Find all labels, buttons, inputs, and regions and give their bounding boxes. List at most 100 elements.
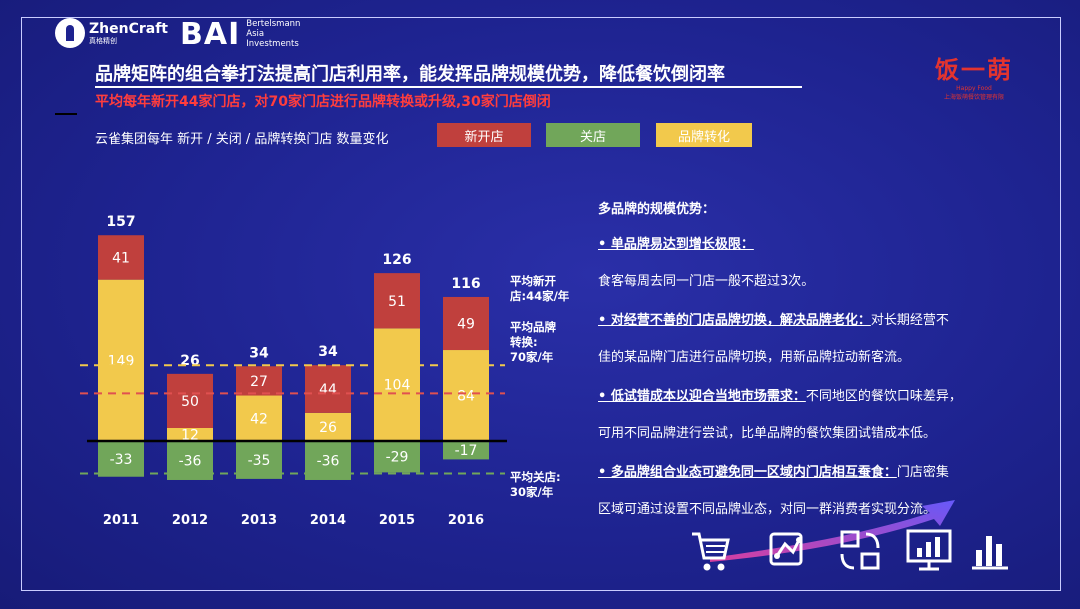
legend-title: 云雀集团每年 新开 / 关闭 / 品牌转换门店 数量变化 bbox=[95, 132, 389, 147]
bar-conversion-2011 bbox=[98, 279, 144, 441]
advantage-1-title: • 单品牌易达到增长极限： bbox=[598, 237, 754, 252]
label-closed-2016: -17 bbox=[455, 443, 478, 459]
bai-line1: Bertelsmann bbox=[246, 19, 301, 30]
label-new-2016: 49 bbox=[457, 316, 475, 332]
label-closed-2011: -33 bbox=[110, 452, 133, 468]
ref-label-new-line2: 店:44家/年 bbox=[510, 289, 570, 303]
advantage-2-rest: 对长期经营不 bbox=[870, 313, 949, 328]
label-new-2011: 41 bbox=[112, 250, 130, 266]
transfer-icon bbox=[840, 530, 880, 570]
ref-label-closed-line2: 30家/年 bbox=[510, 485, 554, 499]
ref-label-closed-line1: 平均关店: bbox=[510, 470, 561, 484]
tick-label-2015: 2015 bbox=[379, 513, 415, 528]
bar-closed-2011 bbox=[98, 441, 144, 477]
bai-line3: Investments bbox=[246, 38, 299, 49]
legend-closed-store-label: 关店 bbox=[579, 129, 606, 145]
divider bbox=[55, 113, 77, 115]
advantage-4-cont: 区域可通过设置不同品牌业态，对同一群消费者实现分流。 bbox=[598, 502, 937, 517]
label-closed-2013: -35 bbox=[248, 453, 271, 469]
label-total-2015: 126 bbox=[382, 252, 411, 268]
growth-arrow-icon bbox=[710, 500, 955, 562]
ref-label-closed: 平均关店: 30家/年 bbox=[510, 470, 561, 500]
page-subtitle: 平均每年新开44家门店，对70家门店进行品牌转换或升级,30家门店倒闭 bbox=[95, 94, 551, 110]
advantage-3-rest: 不同地区的餐饮口味差异， bbox=[805, 389, 962, 404]
bar-closed-2014 bbox=[305, 441, 351, 480]
monitor-chart-icon bbox=[906, 529, 952, 571]
bar-conversion-2015 bbox=[374, 328, 420, 441]
bar-new-2016 bbox=[443, 296, 489, 351]
label-total-2016: 116 bbox=[451, 276, 480, 292]
label-conversion-2012: 12 bbox=[181, 428, 199, 444]
fanmeng-sub2: 上海饭萌餐饮管理有限 bbox=[943, 94, 1004, 101]
bar-closed-2012 bbox=[167, 441, 213, 480]
bar-closed-2013 bbox=[236, 441, 282, 479]
advantage-2-cont: 佳的某品牌门店进行品牌切换，用新品牌拉动新客流。 bbox=[598, 350, 911, 365]
legend-closed-store: 关店 bbox=[546, 123, 640, 147]
bar-new-2013 bbox=[236, 366, 282, 396]
bai-logo: BAI Bertelsmann Asia Investments bbox=[180, 20, 300, 50]
advantage-1-cont: 食客每周去同一门店一般不超过3次。 bbox=[598, 274, 815, 289]
network-icon bbox=[769, 532, 803, 566]
advantage-4: • 多品牌组合业态可避免同一区域内门店相互蚕食：门店密集 bbox=[598, 463, 949, 483]
bar-chart-icon bbox=[972, 536, 1008, 570]
label-total-2012: 26 bbox=[180, 353, 199, 369]
advantage-3-title: • 低试错成本以迎合当地市场需求： bbox=[598, 389, 806, 404]
zhencraft-sub: 真格精创 bbox=[89, 36, 117, 45]
label-new-2015: 51 bbox=[388, 294, 406, 310]
advantage-3: • 低试错成本以迎合当地市场需求：不同地区的餐饮口味差异， bbox=[598, 387, 962, 407]
label-conversion-2013: 42 bbox=[250, 411, 268, 427]
legend-brand-conversion-label: 品牌转化 bbox=[677, 129, 730, 145]
advantage-2-title: • 对经营不善的门店品牌切换，解决品牌老化： bbox=[598, 313, 871, 328]
ref-label-new-line1: 平均新开 bbox=[510, 274, 556, 288]
label-new-2013: 27 bbox=[250, 374, 268, 390]
ref-label-new: 平均新开 店:44家/年 bbox=[510, 274, 569, 304]
bar-conversion-2013 bbox=[236, 395, 282, 441]
ref-label-conversion: 平均品牌 转换: 70家/年 bbox=[510, 320, 556, 365]
label-closed-2012: -36 bbox=[179, 453, 202, 469]
fanmeng-main: 饭一萌 bbox=[935, 56, 1013, 84]
zhencraft-logo: ZhenCraft 真格精创 bbox=[55, 18, 168, 48]
tick-label-2011: 2011 bbox=[103, 513, 139, 528]
bar-closed-2016 bbox=[443, 441, 489, 460]
bai-big: BAI bbox=[180, 17, 241, 52]
legend-new-store: 新开店 bbox=[437, 123, 531, 147]
advantage-1: • 单品牌易达到增长极限： bbox=[598, 235, 754, 255]
label-conversion-2011: 149 bbox=[108, 353, 135, 369]
zhencraft-mark-icon bbox=[55, 18, 85, 48]
bar-new-2011 bbox=[98, 235, 144, 280]
zhencraft-name: ZhenCraft bbox=[89, 20, 168, 37]
fanmeng-sub1: Happy Food bbox=[956, 85, 992, 92]
tick-label-2014: 2014 bbox=[310, 513, 346, 528]
advantage-2: • 对经营不善的门店品牌切换，解决品牌老化：对长期经营不 bbox=[598, 311, 949, 331]
label-conversion-2016: 84 bbox=[457, 389, 475, 405]
ref-label-conversion-line3: 70家/年 bbox=[510, 350, 554, 364]
advantage-4-rest: 门店密集 bbox=[896, 465, 949, 480]
bar-conversion-2014 bbox=[305, 412, 351, 441]
advantage-4-title: • 多品牌组合业态可避免同一区域内门店相互蚕食： bbox=[598, 465, 897, 480]
cart-icon bbox=[692, 532, 730, 571]
label-new-2012: 50 bbox=[181, 394, 199, 410]
legend-new-store-label: 新开店 bbox=[464, 129, 504, 145]
label-total-2013: 34 bbox=[249, 345, 269, 361]
label-closed-2015: -29 bbox=[386, 450, 409, 466]
label-closed-2014: -36 bbox=[317, 453, 340, 469]
label-conversion-2014: 26 bbox=[319, 420, 337, 436]
slide-frame bbox=[21, 17, 1061, 591]
tick-label-2016: 2016 bbox=[448, 513, 484, 528]
advantage-3-cont: 可用不同品牌进行尝试，比单品牌的餐饮集团试错成本低。 bbox=[598, 426, 937, 441]
tick-label-2013: 2013 bbox=[241, 513, 277, 528]
ref-label-conversion-line2: 转换: bbox=[510, 335, 538, 349]
label-new-2014: 44 bbox=[319, 382, 337, 398]
legend-brand-conversion: 品牌转化 bbox=[656, 123, 752, 147]
label-conversion-2015: 104 bbox=[384, 378, 411, 394]
page-title: 品牌矩阵的组合拳打法提高门店利用率，能发挥品牌规模优势，降低餐饮倒闭率 bbox=[95, 64, 725, 85]
bar-closed-2015 bbox=[374, 441, 420, 473]
advantages-heading: 多品牌的规模优势： bbox=[598, 202, 716, 217]
bar-new-2015 bbox=[374, 273, 420, 329]
bar-new-2012 bbox=[167, 373, 213, 429]
title-underline bbox=[95, 86, 802, 88]
bai-line2: Asia bbox=[246, 29, 265, 40]
tick-label-2012: 2012 bbox=[172, 513, 208, 528]
fanmeng-logo: 饭一萌 Happy Food 上海饭萌餐饮管理有限 bbox=[935, 50, 1013, 101]
